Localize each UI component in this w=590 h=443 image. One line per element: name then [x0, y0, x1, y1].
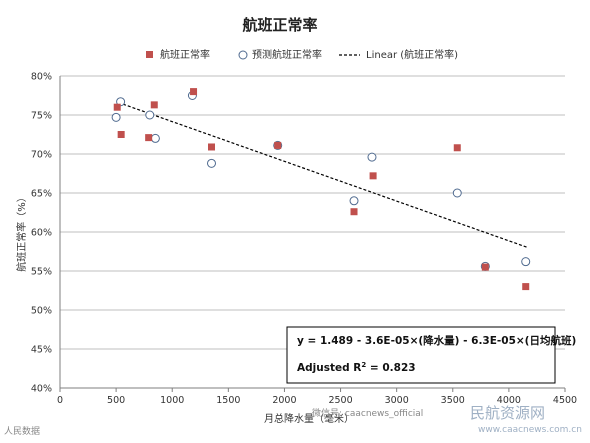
- x-tick-label: 1500: [216, 395, 240, 406]
- regression-box-frame: [286, 326, 556, 384]
- y-tick-label: 65%: [31, 189, 52, 200]
- regression-box: y = 1.489 - 3.6E-05×(降水量) - 6.3E-05×(日均航…: [286, 326, 576, 384]
- y-tick-labels: 40% 45% 50% 55% 60% 65% 70% 75% 80%: [31, 72, 52, 395]
- x-tick-label: 4000: [497, 395, 521, 406]
- legend: 航班正常率 预测航班正常率 Linear (航班正常率): [146, 48, 458, 61]
- point-actual: [350, 208, 358, 216]
- y-tick-label: 80%: [31, 72, 52, 83]
- legend-label-linear: Linear (航班正常率): [366, 48, 458, 61]
- legend-label-predicted: 预测航班正常率: [252, 48, 322, 61]
- y-tick-label: 55%: [31, 267, 52, 278]
- y-tick-label: 60%: [31, 228, 52, 239]
- adjusted-r2-sup: 2: [361, 361, 366, 369]
- adjusted-r2: Adjusted R2 = 0.823: [297, 361, 416, 374]
- point-actual: [208, 143, 215, 151]
- x-tick-label: 2000: [272, 395, 296, 406]
- y-tick-label: 70%: [31, 150, 52, 161]
- x-tick-label: 1000: [160, 395, 184, 406]
- point-actual: [117, 131, 125, 138]
- point-predicted: [367, 152, 377, 162]
- point-actual: [145, 134, 153, 142]
- watermark-url: www.caacnews.com.cn: [478, 425, 582, 435]
- point-actual: [481, 263, 489, 271]
- point-predicted: [452, 188, 462, 198]
- y-tick-label: 45%: [31, 345, 52, 356]
- x-tick-label: 3500: [441, 395, 465, 406]
- y-axis-label: 航班正常率（%）: [15, 192, 28, 272]
- trend-line-linear: [118, 101, 529, 249]
- point-actual: [190, 88, 198, 96]
- watermark-wechat: 微信号: caacnews_official: [312, 407, 423, 419]
- point-actual: [522, 283, 530, 291]
- point-actual: [150, 101, 158, 109]
- gridlines: [60, 75, 565, 350]
- point-actual: [274, 141, 282, 149]
- chart-title: 航班正常率: [242, 16, 317, 34]
- watermark-left: 人民数据: [4, 425, 40, 437]
- trend-line: [118, 101, 529, 249]
- point-predicted: [145, 110, 155, 120]
- regression-equation: y = 1.489 - 3.6E-05×(降水量) - 6.3E-05×(日均航…: [297, 334, 576, 347]
- x-tick-labels: 0 500 1000 1500 2000 2500 3000 3500 4000 4500: [57, 395, 577, 406]
- point-actual: [453, 144, 461, 152]
- y-tick-label: 50%: [31, 306, 52, 317]
- y-tick-label: 75%: [31, 111, 52, 122]
- x-axis-label: 月总降水量（毫米）: [264, 412, 354, 425]
- x-tick-label: 500: [107, 395, 125, 406]
- data-points: [111, 88, 531, 291]
- watermarks: 人民数据 微信号: caacnews_official 民航资源网 www.ca…: [4, 404, 582, 437]
- x-tick-label: 4500: [553, 395, 577, 406]
- adjusted-r2-suffix: = 0.823: [366, 362, 415, 374]
- legend-marker-predicted: [238, 50, 248, 60]
- axes: [59, 76, 566, 392]
- x-tick-label: 0: [57, 395, 63, 406]
- point-actual: [113, 103, 121, 111]
- point-predicted: [150, 133, 160, 143]
- legend-marker-actual: [146, 51, 153, 58]
- x-tick-label: 3000: [385, 395, 409, 406]
- point-actual: [369, 172, 377, 180]
- adjusted-r2-prefix: Adjusted R: [297, 362, 361, 374]
- point-predicted: [521, 257, 531, 267]
- y-tick-label: 40%: [31, 384, 52, 395]
- watermark-logo: 民航资源网: [470, 404, 545, 422]
- point-predicted: [207, 158, 216, 168]
- x-tick-label: 2500: [328, 395, 352, 406]
- legend-label-actual: 航班正常率: [160, 48, 210, 61]
- point-predicted: [349, 196, 359, 206]
- point-predicted: [111, 112, 121, 122]
